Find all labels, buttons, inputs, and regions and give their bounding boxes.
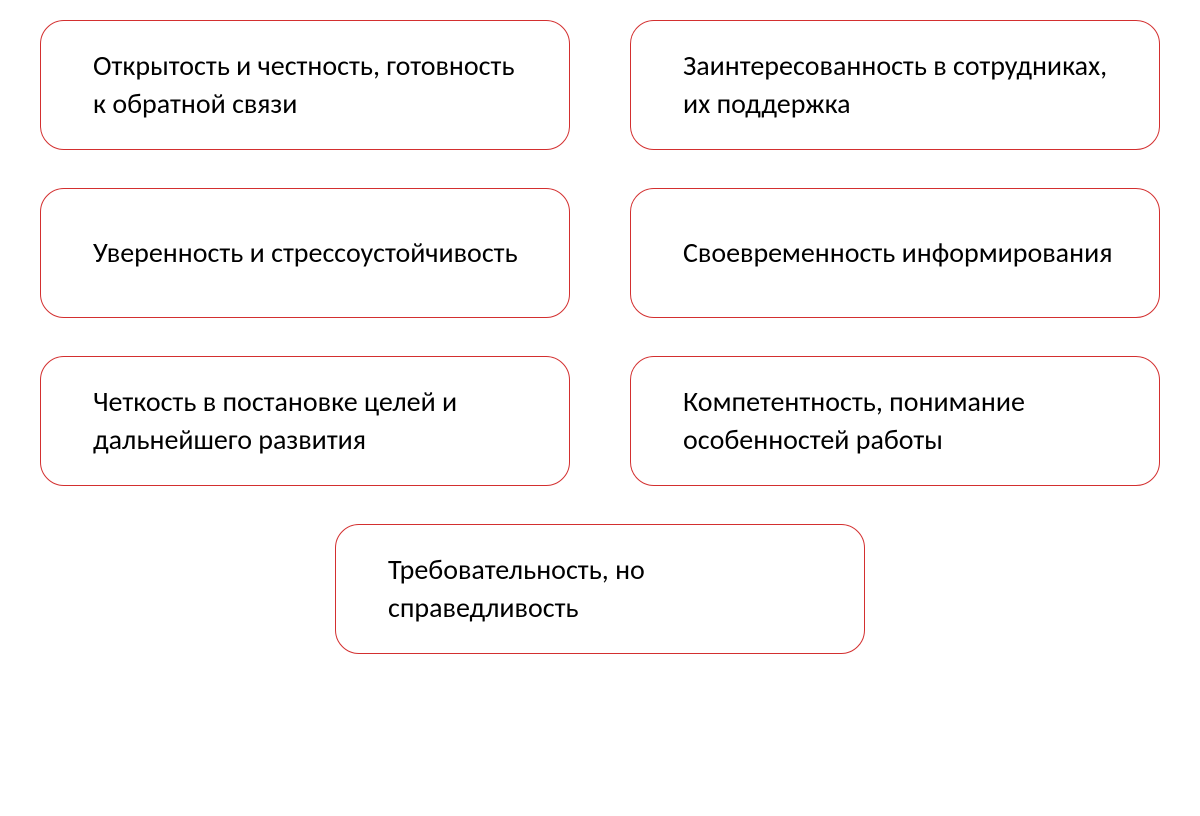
row-2: Уверенность и стрессоустойчивость Своевр… xyxy=(40,188,1160,318)
quality-box-demanding: Требовательность, но справедливость xyxy=(335,524,865,654)
quality-box-openness: Открытость и честность, готовность к обр… xyxy=(40,20,570,150)
quality-box-timeliness: Своевременность информирования xyxy=(630,188,1160,318)
box-text: Своевременность информирования xyxy=(683,234,1112,272)
row-3: Четкость в постановке целей и дальнейшег… xyxy=(40,356,1160,486)
quality-box-interest: Заинтересованность в сотрудниках, их под… xyxy=(630,20,1160,150)
quality-box-clarity: Четкость в постановке целей и дальнейшег… xyxy=(40,356,570,486)
quality-box-confidence: Уверенность и стрессоустойчивость xyxy=(40,188,570,318)
box-text: Заинтересованность в сотрудниках, их под… xyxy=(683,47,1123,123)
box-text: Уверенность и стрессоустойчивость xyxy=(93,234,518,272)
diagram-container: Открытость и честность, готовность к обр… xyxy=(40,20,1160,654)
box-text: Четкость в постановке целей и дальнейшег… xyxy=(93,383,533,459)
box-text: Требовательность, но справедливость xyxy=(388,551,828,627)
quality-box-competence: Компетентность, понимание особенностей р… xyxy=(630,356,1160,486)
row-4: Требовательность, но справедливость xyxy=(40,524,1160,654)
row-1: Открытость и честность, готовность к обр… xyxy=(40,20,1160,150)
box-text: Открытость и честность, готовность к обр… xyxy=(93,47,533,123)
box-text: Компетентность, понимание особенностей р… xyxy=(683,383,1123,459)
